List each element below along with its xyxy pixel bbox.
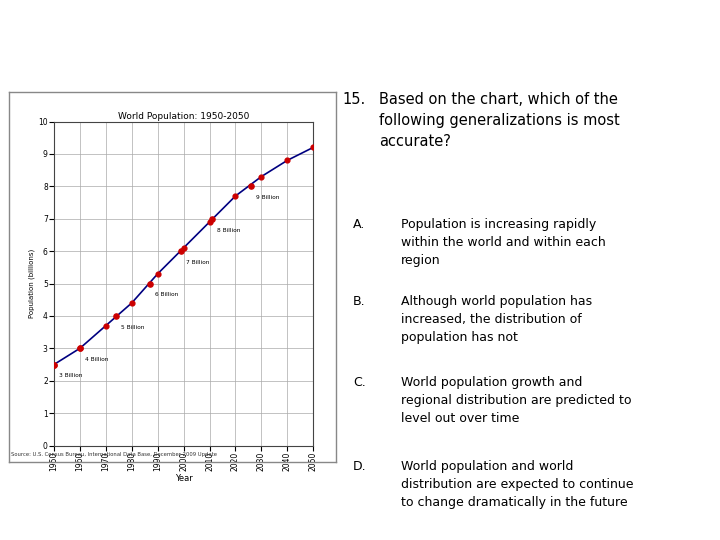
Text: 8 Billion: 8 Billion — [217, 228, 240, 233]
Point — [230, 192, 241, 200]
Point — [100, 321, 112, 330]
Point — [48, 360, 60, 369]
Text: 9 Billion: 9 Billion — [256, 195, 279, 200]
Text: B.: B. — [353, 295, 366, 308]
Title: World Population: 1950-2050: World Population: 1950-2050 — [118, 112, 249, 121]
Point — [307, 143, 319, 152]
Text: World population and world
distribution are expected to continue
to change drama: World population and world distribution … — [401, 460, 634, 509]
Point — [175, 247, 186, 255]
Point — [152, 269, 163, 278]
Text: maps to describe the population characteristics of different societies and to pr: maps to describe the population characte… — [9, 46, 616, 59]
Point — [178, 244, 189, 252]
Text: 7 Billion: 7 Billion — [186, 260, 210, 265]
Point — [144, 279, 156, 288]
Text: D.: D. — [353, 460, 366, 473]
Text: 3 Billion: 3 Billion — [59, 374, 83, 379]
Text: Source: U.S. Census Bureau, International Data Base, December 2009 Update: Source: U.S. Census Bureau, Internationa… — [11, 453, 217, 457]
Y-axis label: Population (billions): Population (billions) — [29, 249, 35, 318]
Text: 7(A): Construct and analyze population pyramids and use other data, graphics, an: 7(A): Construct and analyze population p… — [9, 19, 613, 32]
Point — [207, 214, 218, 223]
Point — [246, 182, 257, 191]
X-axis label: Year: Year — [175, 474, 192, 483]
Text: future population trends.: future population trends. — [9, 73, 192, 86]
Point — [74, 344, 86, 353]
Text: 4 Billion: 4 Billion — [85, 357, 109, 362]
Text: Based on the chart, which of the
following generalizations is most
accurate?: Based on the chart, which of the followi… — [379, 92, 620, 149]
Text: A.: A. — [353, 218, 365, 231]
Point — [126, 299, 138, 307]
Point — [256, 172, 267, 181]
Text: 15.: 15. — [342, 92, 365, 107]
Point — [204, 218, 215, 226]
Point — [110, 312, 122, 320]
Point — [74, 344, 86, 353]
Point — [282, 156, 293, 165]
Text: Although world population has
increased, the distribution of
population has not: Although world population has increased,… — [401, 295, 593, 344]
Text: Population is increasing rapidly
within the world and within each
region: Population is increasing rapidly within … — [401, 218, 606, 267]
Text: World population growth and
regional distribution are predicted to
level out ove: World population growth and regional dis… — [401, 375, 632, 424]
Point — [48, 360, 60, 369]
Text: 5 Billion: 5 Billion — [122, 325, 145, 330]
Text: C.: C. — [353, 375, 366, 388]
Text: 6 Billion: 6 Billion — [155, 293, 179, 298]
